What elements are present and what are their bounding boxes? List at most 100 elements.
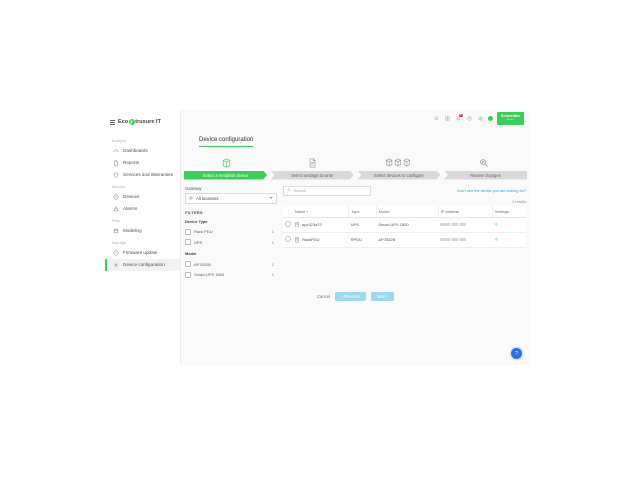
row-radio[interactable] <box>283 232 293 248</box>
device-not-found-link[interactable]: Don't see the device you are looking for… <box>457 188 526 193</box>
facet-option-label: AP7832B <box>194 261 211 267</box>
table-row[interactable]: apc323a70 UPS Smart-UPS 1500 <box>283 217 526 233</box>
row-type: RPDU <box>348 232 377 248</box>
sidebar-item-label: Alarms <box>123 205 138 211</box>
sidebar-item-devices[interactable]: Devices <box>105 191 180 203</box>
application-window: Eco truxure IT Analyze Dashboards Reports <box>105 110 530 365</box>
results-count: 2 results <box>512 199 526 204</box>
sidebar-item-firmware-update[interactable]: Firmware update <box>105 247 180 259</box>
gear-icon[interactable] <box>494 237 499 243</box>
location-pin-icon <box>189 196 193 200</box>
column-label: Settings <box>494 208 509 214</box>
report-icon <box>113 160 119 166</box>
gear-icon[interactable] <box>494 222 499 227</box>
brand-logo[interactable]: Eco truxure IT <box>105 110 180 135</box>
stepper: Select a template device Select settings… <box>184 170 527 180</box>
sidebar-item-label: Modeling <box>123 227 142 233</box>
content-columns: Gateway All locations FILTERS Device Typ… <box>181 185 530 281</box>
checkbox[interactable] <box>185 271 191 278</box>
menu-hamburger-icon[interactable] <box>110 119 115 125</box>
step-select-settings-to-write[interactable]: Select settings to write <box>271 171 354 180</box>
chevron-down-icon <box>269 197 273 199</box>
help-fab-label: ? <box>515 350 518 357</box>
table-row[interactable]: RackPDU RPDU AP7832B <box>283 232 526 248</box>
redacted-ip <box>440 222 467 227</box>
pdu-icon <box>295 237 299 243</box>
column-ip-address[interactable]: IP address <box>438 205 493 218</box>
brand-swirl-icon <box>128 119 135 126</box>
column-model[interactable]: Model <box>376 205 439 218</box>
facet-option-count: 1 <box>271 272 274 278</box>
facet-title-device-type: Device Type <box>185 218 208 224</box>
facet-option-label: UPS <box>194 239 203 245</box>
step-label: Select a template device <box>202 172 249 178</box>
column-label: IP address <box>440 208 460 214</box>
step-label: Select devices to configure <box>373 172 424 178</box>
step-select-template-device[interactable]: Select a template device <box>184 171 267 180</box>
document-icon <box>270 154 356 168</box>
page-title: Device configuration <box>199 137 254 147</box>
row-settings[interactable] <box>492 232 526 248</box>
status-dot <box>487 115 493 121</box>
cancel-button[interactable]: Cancel <box>316 294 330 300</box>
gateway-select[interactable]: All locations <box>185 192 277 204</box>
wizard-footer: Cancel ‹ Previous Next › <box>181 292 530 302</box>
device-table-panel: Search... Don't see the device you are l… <box>283 185 526 281</box>
schneider-electric-logo[interactable]: Schneider Electric <box>496 111 524 125</box>
brand-name: Eco truxure IT <box>118 119 162 126</box>
step-label: Select settings to write <box>291 172 334 178</box>
checkbox[interactable] <box>185 239 191 246</box>
column-name[interactable]: Name▾ <box>293 205 350 218</box>
sidebar-item-label: Firmware update <box>123 249 158 255</box>
column-label: Name <box>295 208 306 214</box>
gateway-select-value: All locations <box>196 195 219 201</box>
sidebar-item-dashboards[interactable]: Dashboards <box>105 145 180 157</box>
search-input[interactable]: Search... <box>283 185 371 196</box>
sidebar-item-alarms[interactable]: Alarms <box>105 203 180 215</box>
step-review-changes[interactable]: Review changes <box>443 170 527 180</box>
search-icon[interactable] <box>433 115 440 122</box>
help-fab-button[interactable]: ? <box>511 348 522 359</box>
next-button[interactable]: Next › <box>370 292 395 302</box>
gateway-label: Gateway <box>185 185 202 191</box>
step-select-devices-to-configure[interactable]: Select devices to configure <box>357 171 440 180</box>
device-cube-icon <box>184 154 270 168</box>
sidebar-item-label: Dashboards <box>123 147 148 153</box>
sidebar-item-reports[interactable]: Reports <box>105 157 180 169</box>
brand-name-pre: Eco <box>118 119 129 125</box>
previous-button[interactable]: ‹ Previous <box>335 292 366 302</box>
sidebar-item-device-configuration[interactable]: Device configuration <box>105 259 180 271</box>
notifications-bell-icon[interactable]: 3 <box>455 112 463 122</box>
column-type[interactable]: Type <box>348 205 377 218</box>
facet-option-smart-ups-1500[interactable]: Smart-UPS 1500 1 <box>185 270 277 280</box>
facet-option-rack-pdu[interactable]: Rack PDU 1 <box>185 227 277 237</box>
sidebar-item-label: Device configuration <box>123 261 165 267</box>
alarm-icon <box>113 206 119 212</box>
modeling-icon <box>113 228 119 234</box>
facet-title-model: Model <box>185 251 197 257</box>
sidebar-item-services-and-warranties[interactable]: Services and Warranties <box>105 169 180 181</box>
sidebar: Eco truxure IT Analyze Dashboards Reports <box>105 110 181 365</box>
column-settings[interactable]: Settings <box>492 205 526 218</box>
sidebar-item-modeling[interactable]: Modeling <box>105 225 180 237</box>
facet-option-ups[interactable]: UPS 1 <box>185 237 277 247</box>
radio-button[interactable] <box>285 236 291 243</box>
sidebar-section-manage: Manage <box>112 241 127 245</box>
device-config-icon <box>113 262 119 268</box>
facet-option-ap7832b[interactable]: AP7832B 1 <box>185 259 277 269</box>
apps-grid-icon[interactable] <box>444 115 451 122</box>
row-settings[interactable] <box>492 217 526 233</box>
brand-name-post: truxure IT <box>135 119 162 125</box>
checkbox[interactable] <box>185 261 191 268</box>
row-radio[interactable] <box>283 217 293 233</box>
dashboard-icon <box>113 148 119 154</box>
sidebar-item-label: Services and Warranties <box>123 171 173 177</box>
checkbox[interactable] <box>185 228 191 235</box>
magnifier-icon <box>441 154 527 168</box>
help-icon[interactable] <box>466 115 473 122</box>
notification-badge: 3 <box>458 112 463 117</box>
radio-button[interactable] <box>285 221 291 228</box>
settings-gear-icon[interactable] <box>477 115 484 122</box>
logo-subtitle: Electric <box>506 119 514 121</box>
